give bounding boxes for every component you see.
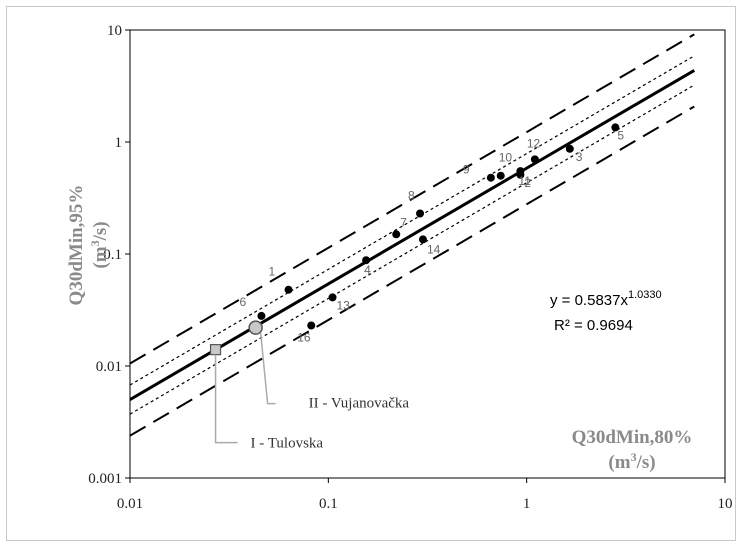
y-tick-label: 1 (115, 135, 123, 151)
data-point (416, 209, 425, 218)
data-point-label: 5 (617, 128, 624, 142)
y-tick-label: 10 (107, 23, 122, 39)
data-point (307, 321, 316, 330)
fit-r-squared: R² = 0.9694 (554, 317, 633, 334)
x-tick-label: 0.01 (117, 496, 143, 512)
y-tick-label: 0.1 (103, 247, 122, 263)
station-marker-square (209, 344, 222, 356)
station-leader-line (214, 354, 238, 444)
data-point-label: 1 (269, 265, 276, 279)
lower-confidence-band (130, 84, 695, 415)
x-tick-label: 10 (718, 496, 733, 512)
x-axis-unit: (m3/s) (608, 450, 655, 473)
station-label: I - Tulovska (251, 436, 324, 452)
data-point-label: 16 (297, 330, 311, 344)
data-point-label: 11 (518, 174, 531, 188)
data-point (611, 123, 620, 132)
fit-equation: y = 0.5837x1.0330 (550, 289, 662, 309)
station-leader-line (259, 332, 276, 405)
x-axis-title: Q30dMin,80% (572, 427, 693, 448)
data-point (496, 171, 505, 180)
y-axis-unit: (m3/s) (88, 221, 111, 268)
upper-confidence-band (130, 55, 695, 386)
data-point-label: 4 (364, 263, 371, 277)
y-axis-title: Q30dMin,95% (66, 185, 87, 306)
data-point-label: 8 (408, 188, 415, 202)
data-point (565, 144, 574, 153)
data-point-label: 3 (576, 150, 583, 164)
data-point (328, 293, 337, 302)
data-point-label: 13 (337, 298, 351, 312)
data-point-label: 12 (527, 136, 541, 150)
chart-frame (6, 6, 736, 541)
data-point-label: 6 (239, 295, 246, 309)
station-label: II - Vujanovačka (309, 396, 410, 412)
data-point (486, 173, 495, 182)
data-point-label: 2 (524, 176, 531, 190)
y-tick-label: 0.01 (96, 359, 122, 375)
data-point-label: 10 (499, 151, 513, 165)
data-point-label: 14 (427, 242, 441, 256)
x-tick-label: 1 (523, 496, 531, 512)
data-point (418, 235, 427, 244)
fit-line (130, 69, 696, 401)
data-point (392, 230, 401, 239)
x-tick-label: 0.1 (319, 496, 338, 512)
lower-prediction-band (130, 105, 695, 437)
station-marker-circle (248, 320, 263, 335)
data-point-label: 9 (463, 163, 470, 177)
upper-prediction-band (130, 33, 695, 365)
data-point-label: 7 (400, 215, 407, 229)
data-point (284, 285, 293, 294)
data-point (516, 167, 525, 176)
data-point (530, 155, 539, 164)
data-point (362, 256, 371, 265)
y-tick-label: 0.001 (88, 471, 122, 487)
data-point (257, 311, 266, 320)
